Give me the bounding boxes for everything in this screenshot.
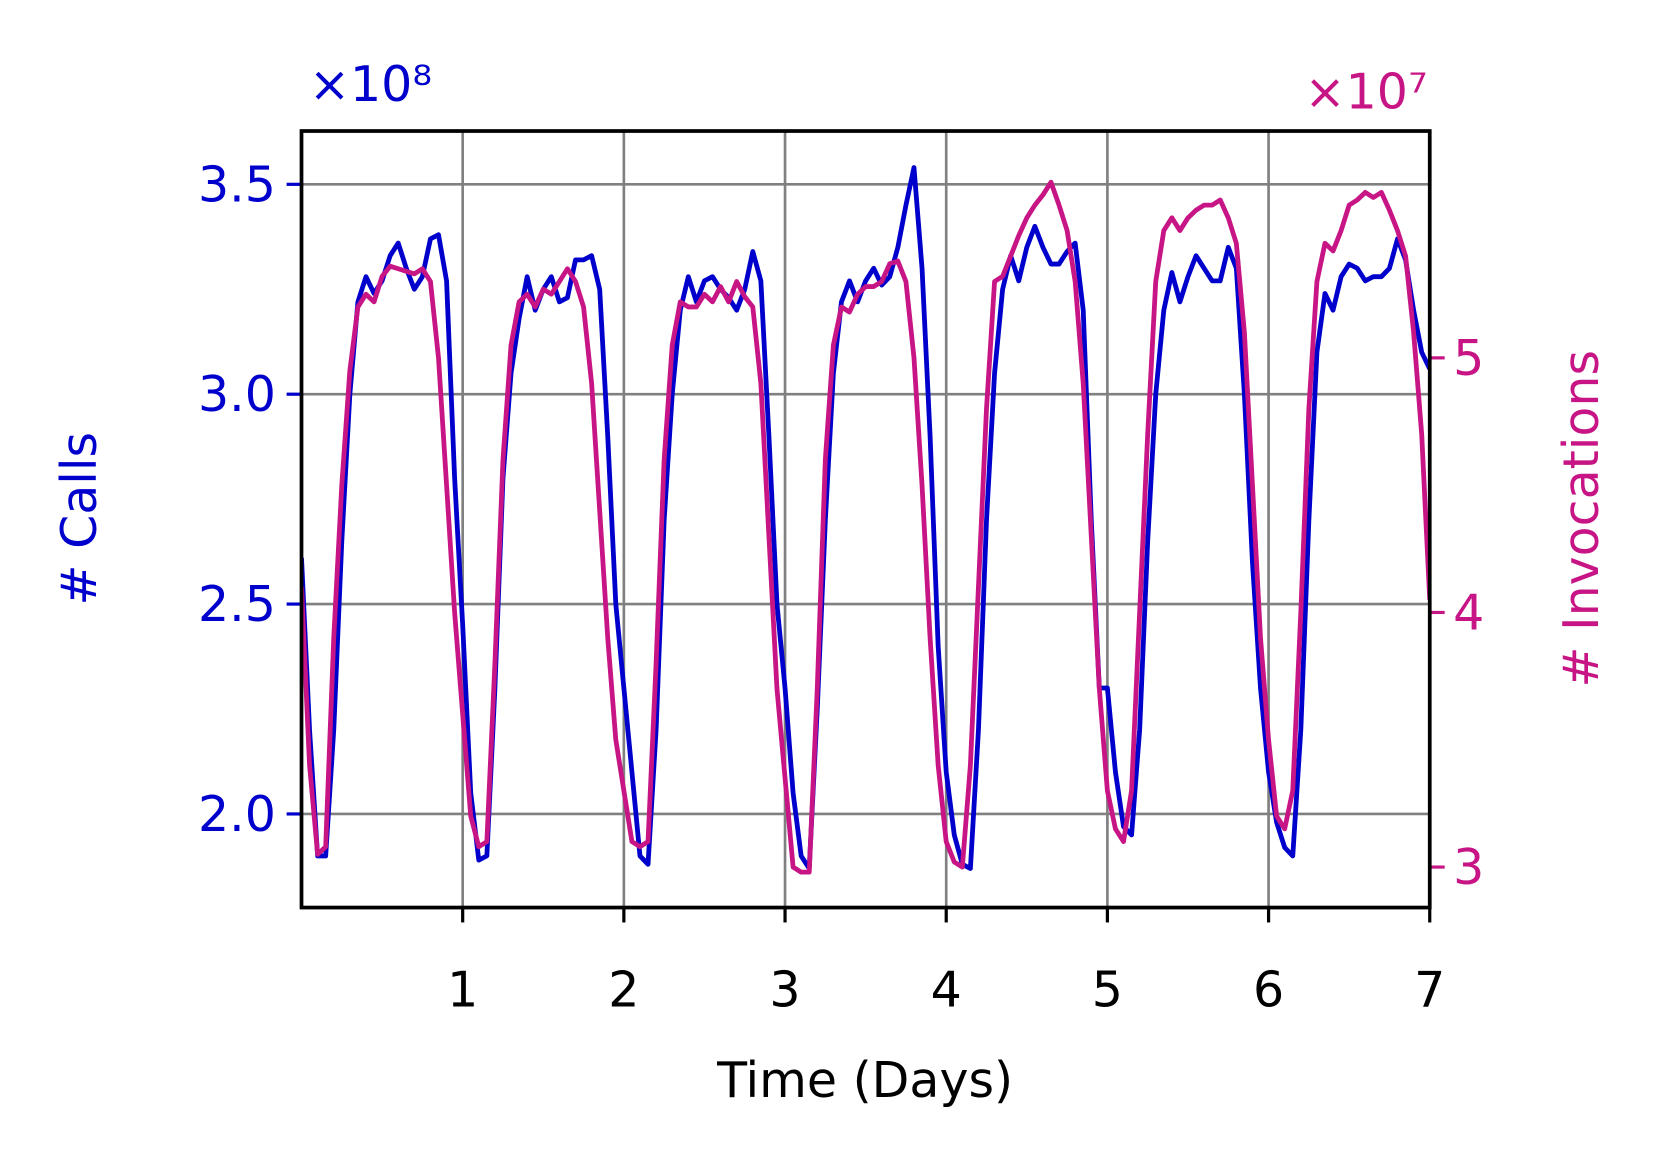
y-tick-label: 2.0: [198, 786, 276, 843]
x-tick-label: 4: [931, 962, 962, 1019]
y-offset-text: ×10⁸: [309, 56, 432, 113]
x-axis-label: Time (Days): [716, 1052, 1013, 1109]
x-tick-label: 5: [1092, 962, 1123, 1019]
x-tick-label: 3: [769, 962, 800, 1019]
data-line: [301, 179, 1430, 875]
plot-frame: [299, 129, 1432, 910]
data-line: [301, 165, 1430, 871]
y-tick-label: 3.5: [198, 156, 276, 213]
x-tick-label: 6: [1253, 962, 1284, 1019]
x-tick-label: 1: [447, 962, 478, 1019]
y-tick-label: 2.5: [198, 576, 276, 633]
x-tick-label: 2: [608, 962, 639, 1019]
y2-tick-label: 4: [1453, 585, 1484, 642]
y2-tick-label: 3: [1453, 839, 1484, 896]
x-tick-label: 7: [1414, 962, 1445, 1019]
y2-axis-label: # Invocations: [1553, 350, 1610, 687]
y2-tick-label: 5: [1453, 330, 1484, 387]
y-tick-label: 3.0: [198, 366, 276, 423]
y2-offset-text: ×10⁷: [1305, 64, 1428, 121]
y-axis-label: # Calls: [51, 432, 108, 606]
